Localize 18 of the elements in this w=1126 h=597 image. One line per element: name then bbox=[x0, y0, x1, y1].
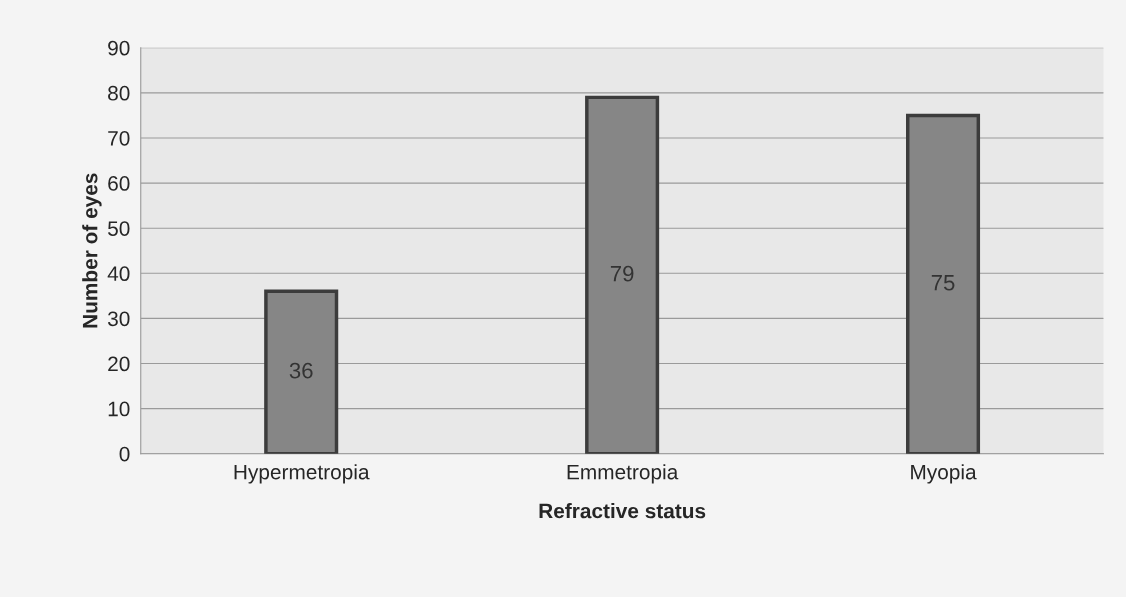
y-tick-label: 40 bbox=[107, 266, 130, 282]
data-label: 36 bbox=[289, 362, 313, 379]
x-tick-label: Emmetropia bbox=[567, 464, 679, 484]
y-tick-label: 50 bbox=[108, 221, 130, 236]
y-tick-label: 0 bbox=[119, 446, 130, 462]
data-label: 79 bbox=[610, 265, 634, 282]
y-tick-label: 70 bbox=[108, 130, 130, 146]
y-tick-label: 10 bbox=[108, 401, 130, 417]
y-tick-label: 20 bbox=[108, 356, 130, 372]
data-label: 75 bbox=[931, 275, 955, 291]
y-tick-label: 30 bbox=[107, 311, 130, 327]
y-axis-title: Number of eyes bbox=[82, 173, 102, 328]
x-axis-title: Refractive status bbox=[539, 503, 706, 519]
y-tick-label: 90 bbox=[108, 40, 130, 56]
y-tick-label: 80 bbox=[108, 85, 130, 101]
x-tick-label: Myopia bbox=[911, 464, 977, 484]
y-tick-label: 60 bbox=[108, 176, 130, 191]
x-tick-label: Hypermetropia bbox=[234, 464, 370, 484]
